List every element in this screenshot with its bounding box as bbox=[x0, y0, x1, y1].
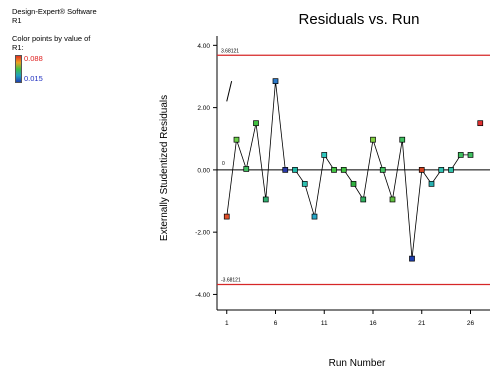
response-name: R1 bbox=[12, 16, 22, 25]
color-legend: 0.088 0.015 bbox=[12, 54, 97, 84]
x-tick-label: 26 bbox=[467, 320, 475, 327]
data-point bbox=[243, 166, 250, 172]
x-axis-label: Run Number bbox=[329, 358, 386, 369]
data-point bbox=[409, 255, 415, 262]
data-point bbox=[467, 152, 474, 158]
data-point bbox=[311, 213, 318, 220]
y-tick-label: 0.00 bbox=[197, 167, 210, 174]
y-tick-label: 4.00 bbox=[197, 43, 210, 50]
data-point bbox=[340, 167, 347, 173]
y-tick-label: -4.00 bbox=[195, 292, 210, 299]
x-tick-label: 1 bbox=[225, 320, 229, 327]
data-point bbox=[389, 196, 396, 203]
data-point bbox=[331, 167, 337, 173]
zero-line-label: 0 bbox=[222, 161, 225, 167]
data-point bbox=[350, 181, 357, 187]
y-axis-label: Externally Studentized Residuals bbox=[159, 95, 170, 241]
data-point bbox=[399, 136, 406, 143]
data-point bbox=[428, 181, 435, 187]
slash-mark bbox=[226, 81, 233, 102]
y-tick-label: 2.00 bbox=[197, 105, 210, 112]
x-tick-label: 21 bbox=[418, 320, 426, 327]
data-point bbox=[321, 152, 328, 158]
color-legend-response: R1: bbox=[12, 43, 24, 52]
data-point bbox=[272, 78, 279, 84]
data-point bbox=[262, 196, 269, 203]
data-point bbox=[418, 167, 425, 173]
data-point bbox=[301, 181, 308, 187]
data-point bbox=[457, 152, 464, 158]
color-gradient-bar bbox=[15, 55, 22, 83]
software-name: Design-Expert® Software bbox=[12, 7, 97, 16]
data-point bbox=[477, 120, 484, 127]
data-point bbox=[253, 120, 259, 127]
x-tick-label: 16 bbox=[369, 320, 377, 327]
upper-limit-label: 3.68121 bbox=[221, 48, 239, 54]
data-point bbox=[379, 167, 386, 173]
data-point bbox=[448, 167, 454, 173]
y-tick-label: -2.00 bbox=[195, 230, 210, 237]
data-point bbox=[438, 167, 445, 173]
x-tick-label: 11 bbox=[321, 320, 328, 327]
data-point bbox=[223, 213, 230, 220]
x-tick-label: 6 bbox=[274, 320, 278, 327]
data-point bbox=[370, 136, 376, 143]
color-legend-title: Color points by value of bbox=[12, 34, 91, 43]
sidebar-info: Design-Expert® Software R1 Color points … bbox=[12, 7, 97, 84]
data-point bbox=[282, 167, 289, 173]
chart-title: Residuals vs. Run bbox=[299, 11, 420, 28]
color-legend-min: 0.015 bbox=[24, 74, 43, 83]
data-point bbox=[233, 136, 240, 143]
color-legend-max: 0.088 bbox=[24, 54, 43, 63]
data-point bbox=[360, 196, 367, 203]
lower-limit-label: -3.68121 bbox=[221, 278, 241, 284]
data-point bbox=[292, 167, 298, 173]
